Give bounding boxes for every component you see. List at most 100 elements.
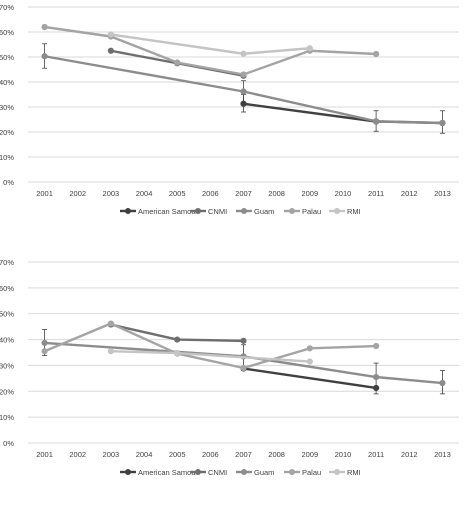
legend-swatch-marker xyxy=(334,208,340,214)
legend-swatch-marker xyxy=(125,469,131,475)
data-point xyxy=(240,337,247,344)
series-line xyxy=(44,322,377,370)
series-rmi xyxy=(107,31,313,57)
x-tick-label: 2003 xyxy=(103,450,120,459)
data-point xyxy=(107,47,114,54)
legend-item: American Samoa xyxy=(120,468,196,477)
y-tick-label: 40% xyxy=(0,336,14,345)
data-point xyxy=(41,348,48,355)
x-tick-label: 2005 xyxy=(169,189,186,198)
legend-swatch-marker xyxy=(195,208,201,214)
x-tick-label: 2002 xyxy=(69,450,86,459)
legend-label: Guam xyxy=(254,207,274,216)
x-tick-label: 2011 xyxy=(368,450,384,459)
y-tick-label: 50% xyxy=(0,310,14,319)
data-point xyxy=(306,45,313,52)
data-point xyxy=(373,342,380,350)
legend-label: American Samoa xyxy=(138,468,196,477)
legend-swatch-marker xyxy=(289,208,295,214)
legend-label: RMI xyxy=(347,207,361,216)
legend-label: CNMI xyxy=(208,207,227,216)
data-point xyxy=(373,373,380,381)
x-tick-label: 2001 xyxy=(36,450,53,459)
legend-label: RMI xyxy=(347,468,361,477)
data-point xyxy=(439,379,446,387)
legend-item: American Samoa xyxy=(120,207,196,216)
x-tick-label: 2010 xyxy=(335,189,352,198)
x-tick-label: 2012 xyxy=(401,189,418,198)
legend: American Samoa CNMI Guam Palau RMI xyxy=(120,468,361,477)
data-point xyxy=(306,345,313,352)
x-tick-label: 2012 xyxy=(401,450,418,459)
legend-item: Guam xyxy=(236,468,274,477)
legend-label: American Samoa xyxy=(138,207,196,216)
legend-swatch-marker xyxy=(334,469,340,475)
data-point xyxy=(240,71,247,78)
legend-item: RMI xyxy=(329,468,361,477)
x-tick-label: 2009 xyxy=(301,450,318,459)
series-line xyxy=(243,367,377,390)
legend-item: CNMI xyxy=(190,207,227,216)
x-tick-label: 2008 xyxy=(268,450,285,459)
legend-item: CNMI xyxy=(190,468,227,477)
x-tick-label: 2001 xyxy=(36,189,53,198)
data-point xyxy=(107,320,114,327)
chart-2: 0% 10% 20% 30% 40% 50% 60% 70% 2001 2002 2003 2004 2… xyxy=(0,258,459,477)
y-tick-label: 30% xyxy=(0,103,14,112)
legend-item: Palau xyxy=(284,468,321,477)
data-point xyxy=(174,336,181,343)
data-point xyxy=(439,119,446,127)
x-tick-label: 2008 xyxy=(268,189,285,198)
legend-swatch-marker xyxy=(289,469,295,475)
series-rmi xyxy=(107,348,313,365)
x-tick-label: 2009 xyxy=(301,189,318,198)
y-tick-label: 20% xyxy=(0,387,14,396)
legend-item: Palau xyxy=(284,207,321,216)
y-tick-label: 10% xyxy=(0,413,14,422)
x-tick-label: 2006 xyxy=(202,450,219,459)
x-tick-label: 2011 xyxy=(368,189,384,198)
x-tick-label: 2004 xyxy=(136,189,153,198)
y-tick-label: 60% xyxy=(0,28,14,37)
x-tick-label: 2005 xyxy=(169,450,186,459)
y-tick-label: 40% xyxy=(0,78,14,87)
series-line xyxy=(44,341,443,385)
legend-label: Guam xyxy=(254,468,274,477)
y-tick-label: 20% xyxy=(0,128,14,137)
data-point xyxy=(107,31,114,38)
x-tick-label: 2006 xyxy=(202,189,219,198)
legend-label: Palau xyxy=(302,468,321,477)
y-tick-label: 60% xyxy=(0,284,14,293)
x-tick-label: 2007 xyxy=(235,450,252,459)
data-point xyxy=(41,23,48,31)
legend-label: Palau xyxy=(302,207,321,216)
data-point xyxy=(373,384,380,392)
series-palau xyxy=(41,320,380,372)
data-point xyxy=(240,364,247,372)
data-point xyxy=(107,348,114,355)
series-guam xyxy=(41,43,446,127)
series-line xyxy=(44,55,443,125)
x-tick-label: 2013 xyxy=(434,450,451,459)
data-point xyxy=(41,53,48,60)
legend-label: CNMI xyxy=(208,468,227,477)
series-line xyxy=(110,33,310,55)
x-tick-label: 2010 xyxy=(335,450,352,459)
chart-1: 0% 10% 20% 30% 40% 50% 60% 70% 2001 2002 2003 2004 2… xyxy=(0,3,459,216)
y-tick-label: 70% xyxy=(0,3,14,12)
legend-item: Guam xyxy=(236,207,274,216)
x-tick-label: 2013 xyxy=(434,189,451,198)
y-tick-label: 0% xyxy=(3,178,14,187)
data-point xyxy=(41,339,48,347)
legend-swatch-marker xyxy=(241,469,247,475)
data-point xyxy=(373,118,380,125)
data-point xyxy=(240,88,247,95)
x-tick-label: 2002 xyxy=(69,189,86,198)
y-tick-label: 50% xyxy=(0,53,14,62)
legend-swatch-marker xyxy=(195,469,201,475)
legend: American Samoa CNMI Guam Palau RMI xyxy=(120,207,361,216)
data-point xyxy=(240,50,247,57)
legend-item: RMI xyxy=(329,207,361,216)
series-line xyxy=(44,25,377,76)
